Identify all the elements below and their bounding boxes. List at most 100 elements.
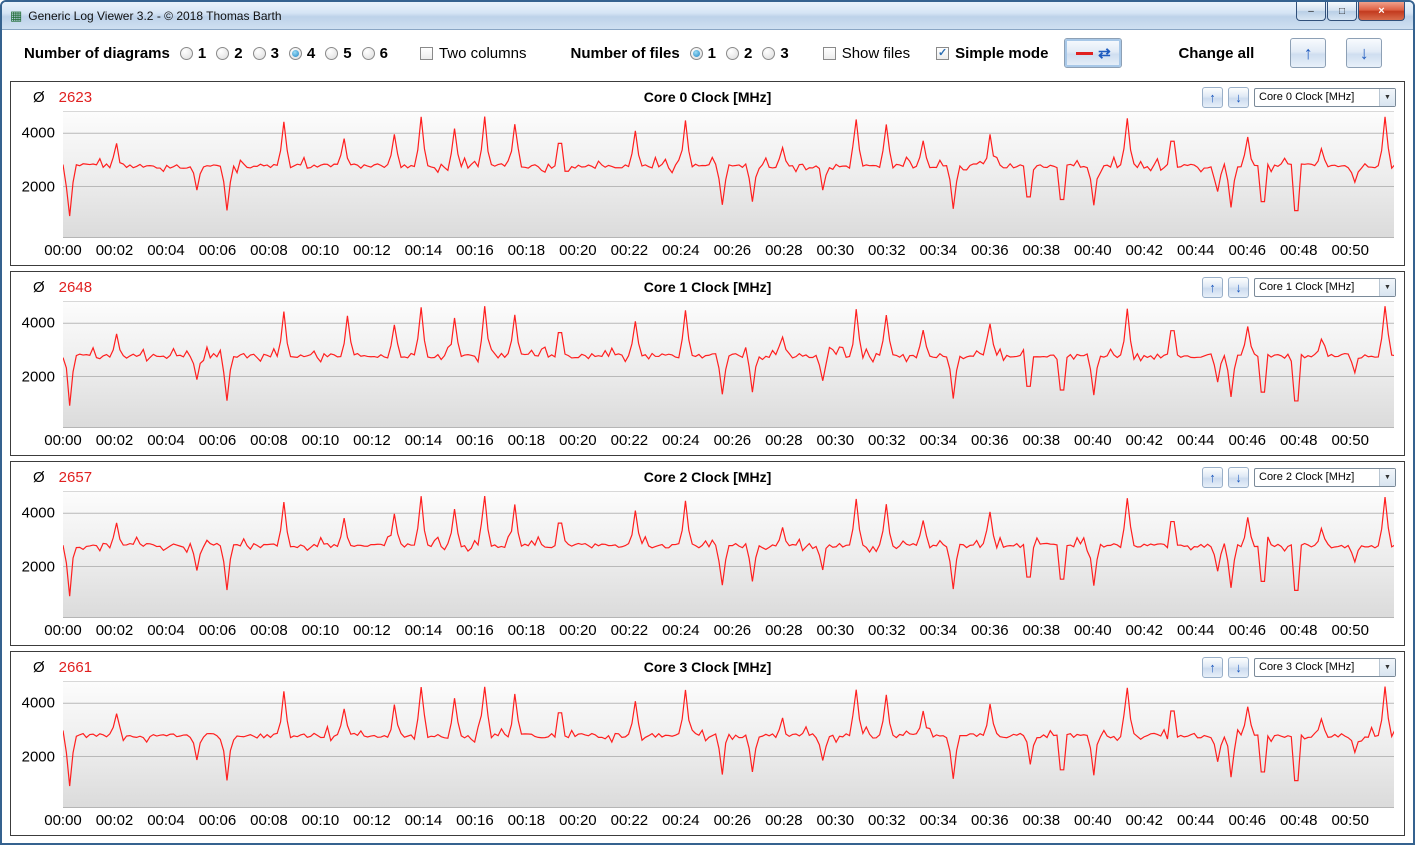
signal-select[interactable]: Core 2 Clock [MHz] ▼ bbox=[1254, 467, 1396, 487]
series-line bbox=[63, 117, 1394, 216]
average-symbol: Ø bbox=[33, 88, 45, 106]
plot-area bbox=[63, 491, 1394, 618]
file-count-option-2[interactable]: 2 bbox=[726, 45, 752, 62]
signal-select[interactable]: Core 3 Clock [MHz] ▼ bbox=[1254, 657, 1396, 677]
checkbox-icon bbox=[419, 46, 433, 60]
radio-icon bbox=[288, 46, 302, 60]
x-tick-label: 00:24 bbox=[662, 242, 700, 259]
x-tick-label: 00:28 bbox=[765, 812, 803, 829]
panel-header: Ø 2648 Core 1 Clock [MHz] ↑ ↓ Core 1 Clo… bbox=[11, 272, 1404, 299]
y-tick-label: 2000 bbox=[21, 748, 55, 766]
x-tick-label: 00:38 bbox=[1022, 432, 1061, 449]
radio-icon bbox=[252, 46, 266, 60]
signal-select[interactable]: Core 1 Clock [MHz] ▼ bbox=[1254, 277, 1396, 297]
app-logo-icon: ▦ bbox=[10, 8, 23, 23]
down-arrow-icon: ↓ bbox=[1235, 89, 1242, 105]
move-up-button[interactable]: ↑ bbox=[1202, 656, 1223, 678]
x-tick-label: 00:06 bbox=[198, 432, 237, 449]
y-tick-label: 2000 bbox=[21, 558, 55, 576]
x-tick-label: 00:24 bbox=[662, 812, 700, 829]
diagram-count-option-3[interactable]: 3 bbox=[252, 45, 279, 62]
close-button[interactable]: × bbox=[1358, 2, 1405, 21]
x-tick-label: 00:12 bbox=[353, 812, 391, 829]
window-title: Generic Log Viewer 3.2 - © 2018 Thomas B… bbox=[28, 8, 282, 23]
move-up-button[interactable]: ↑ bbox=[1202, 466, 1223, 488]
diagram-count-option-1[interactable]: 1 bbox=[179, 45, 206, 62]
x-tick-label: 00:16 bbox=[456, 622, 494, 639]
x-tick-label: 00:44 bbox=[1176, 242, 1215, 259]
move-down-button[interactable]: ↓ bbox=[1228, 466, 1249, 488]
radio-label: 4 bbox=[306, 44, 316, 62]
signal-select[interactable]: Core 0 Clock [MHz] ▼ bbox=[1254, 87, 1396, 107]
two-columns-checkbox[interactable]: Two columns bbox=[419, 45, 526, 62]
diagram-count-option-6[interactable]: 6 bbox=[361, 45, 388, 62]
move-down-button[interactable]: ↓ bbox=[1228, 276, 1249, 298]
chart-svg bbox=[63, 492, 1394, 617]
change-all-up-button[interactable]: ↑ bbox=[1290, 38, 1327, 68]
move-down-button[interactable]: ↓ bbox=[1228, 86, 1249, 108]
title-bar[interactable]: ▦ Generic Log Viewer 3.2 - © 2018 Thomas… bbox=[2, 2, 1413, 30]
x-tick-label: 00:00 bbox=[44, 622, 82, 639]
toolbar: Number of diagrams 1 2 3 4 5 6 Two columns Nu… bbox=[2, 30, 1413, 76]
chart-panel: Ø 2648 Core 1 Clock [MHz] ↑ ↓ Core 1 Clo… bbox=[10, 271, 1405, 456]
radio-icon bbox=[325, 46, 339, 60]
x-tick-label: 00:14 bbox=[404, 622, 443, 639]
x-tick-label: 00:18 bbox=[507, 242, 546, 259]
x-tick-label: 00:30 bbox=[816, 622, 855, 639]
chart-svg bbox=[63, 682, 1394, 807]
file-count-option-3[interactable]: 3 bbox=[762, 45, 789, 62]
radio-icon bbox=[216, 46, 230, 60]
x-tick-label: 00:42 bbox=[1125, 812, 1164, 829]
charts-area: Ø 2623 Core 0 Clock [MHz] ↑ ↓ Core 0 Clo… bbox=[2, 76, 1413, 843]
file-count-radios: 1 2 3 bbox=[689, 45, 799, 62]
chart-panel: Ø 2661 Core 3 Clock [MHz] ↑ ↓ Core 3 Clo… bbox=[10, 651, 1405, 836]
average-value: 2657 bbox=[58, 468, 93, 486]
move-up-button[interactable]: ↑ bbox=[1202, 276, 1223, 298]
diagram-count-option-4[interactable]: 4 bbox=[288, 44, 316, 62]
show-files-checkbox[interactable]: Show files bbox=[822, 45, 910, 62]
signal-select-value: Core 2 Clock [MHz] bbox=[1259, 471, 1355, 483]
diagram-count-option-5[interactable]: 5 bbox=[325, 45, 352, 62]
x-tick-label: 00:00 bbox=[44, 242, 82, 259]
file-count-option-1[interactable]: 1 bbox=[689, 45, 716, 62]
change-all-down-button[interactable]: ↓ bbox=[1346, 38, 1383, 68]
average-readout: Ø 2648 bbox=[33, 278, 93, 296]
up-arrow-icon: ↑ bbox=[1303, 42, 1313, 63]
x-tick-label: 00:50 bbox=[1331, 242, 1369, 259]
x-tick-label: 00:14 bbox=[404, 242, 443, 259]
down-arrow-icon: ↓ bbox=[1359, 42, 1369, 63]
plot-area bbox=[63, 301, 1394, 428]
x-tick-label: 00:28 bbox=[765, 432, 803, 449]
window-controls: – □ × bbox=[1296, 2, 1405, 21]
move-down-button[interactable]: ↓ bbox=[1228, 656, 1249, 678]
x-tick-label: 00:04 bbox=[147, 432, 185, 449]
maximize-button[interactable]: □ bbox=[1327, 2, 1357, 21]
x-tick-label: 00:04 bbox=[147, 622, 185, 639]
move-up-button[interactable]: ↑ bbox=[1202, 86, 1223, 108]
x-tick-label: 00:42 bbox=[1125, 622, 1164, 639]
x-tick-label: 00:18 bbox=[507, 432, 546, 449]
up-arrow-icon: ↑ bbox=[1209, 279, 1216, 295]
checkbox-icon bbox=[822, 46, 836, 60]
panel-controls: ↑ ↓ Core 0 Clock [MHz] ▼ bbox=[1202, 86, 1396, 108]
x-tick-label: 00:26 bbox=[713, 242, 752, 259]
x-tick-label: 00:44 bbox=[1176, 812, 1215, 829]
x-tick-label: 00:42 bbox=[1125, 242, 1164, 259]
x-tick-label: 00:14 bbox=[404, 812, 443, 829]
x-tick-label: 00:46 bbox=[1228, 812, 1267, 829]
line-style-button[interactable]: ⇄ bbox=[1064, 38, 1123, 68]
x-tick-label: 00:38 bbox=[1022, 812, 1061, 829]
x-tick-label: 00:02 bbox=[95, 432, 134, 449]
diagram-count-option-2[interactable]: 2 bbox=[216, 44, 243, 62]
radio-label: 2 bbox=[234, 44, 243, 62]
y-tick-label: 4000 bbox=[21, 314, 55, 332]
x-tick-label: 00:32 bbox=[868, 432, 906, 449]
x-tick-label: 00:40 bbox=[1074, 242, 1112, 259]
average-value: 2648 bbox=[58, 278, 93, 296]
panel-header: Ø 2657 Core 2 Clock [MHz] ↑ ↓ Core 2 Clo… bbox=[11, 462, 1404, 489]
average-symbol: Ø bbox=[33, 468, 45, 486]
x-tick-label: 00:04 bbox=[147, 242, 185, 259]
simple-mode-checkbox[interactable]: Simple mode bbox=[936, 45, 1048, 62]
minimize-button[interactable]: – bbox=[1296, 2, 1326, 21]
panel-controls: ↑ ↓ Core 2 Clock [MHz] ▼ bbox=[1202, 466, 1396, 488]
